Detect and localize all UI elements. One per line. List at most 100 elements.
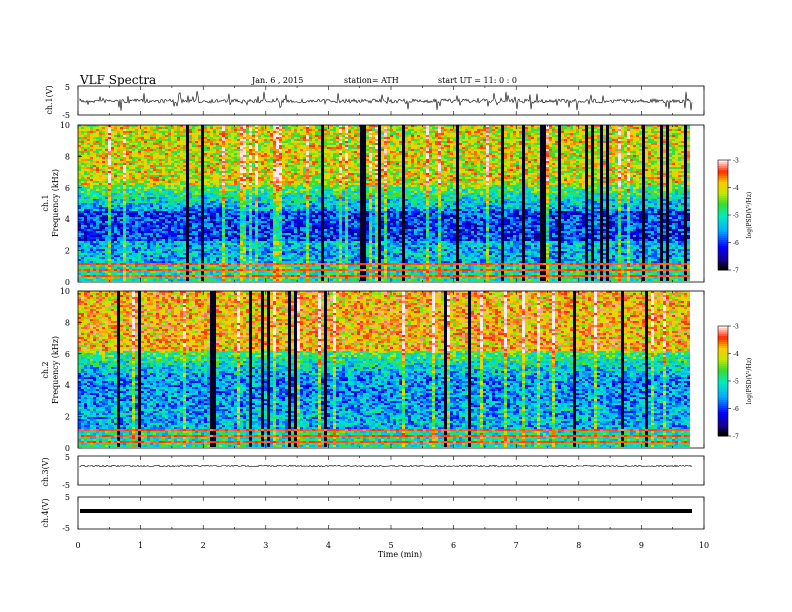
spectrogram-cell [420,157,423,159]
spectrogram-cell [414,147,417,149]
spectrogram-cell [93,141,96,143]
spectrogram-cell [510,169,513,171]
spectrogram-cell [291,169,294,171]
spectrogram-cell [135,173,138,175]
spectrogram-cell [396,145,399,147]
spectrogram-cell [204,151,207,153]
spectrogram-cell [627,145,630,147]
spectrogram-cell [495,149,498,151]
spectrogram-cell [456,149,459,151]
spectrogram-cell [393,161,396,163]
spectrogram-cell [636,163,639,165]
spectrogram-cell [189,137,192,139]
spectrogram-cell [324,147,327,149]
spectrogram-cell [435,155,438,157]
spectrogram-cell [672,147,675,149]
spectrogram-cell [414,159,417,161]
spectrogram-cell [153,145,156,147]
spectrogram-cell [588,157,591,159]
spectrogram-cell [534,127,537,129]
spectrogram-cell [507,129,510,131]
spectrogram-cell [525,167,528,169]
spectrogram-cell [315,145,318,147]
spectrogram-cell [621,145,624,147]
spectrogram-cell [222,169,225,171]
spectrogram-cell [339,145,342,147]
spectrogram-cell [330,145,333,147]
spectrogram-cell [423,127,426,129]
spectrogram-cell [201,153,204,155]
spectrogram-cell [300,147,303,149]
spectrogram-cell [306,163,309,165]
spectrogram-cell [225,153,228,155]
spectrogram-cell [354,143,357,145]
spectrogram-cell [462,171,465,173]
spectrogram-cell [192,137,195,139]
spectrogram-cell [117,165,120,167]
spectrogram-cell [171,151,174,153]
spectrogram-cell [459,161,462,163]
spectrogram-cell [411,127,414,129]
spectrogram-cell [594,127,597,129]
spectrogram-cell [420,151,423,153]
spectrogram-cell [387,129,390,131]
spectrogram-cell [189,149,192,151]
spectrogram-cell [438,171,441,173]
spectrogram-cell [594,131,597,133]
spectrogram-cell [255,143,258,145]
spectrogram-cell [591,159,594,161]
spectrogram-cell [675,151,678,153]
spectrogram-cell [510,129,513,131]
spectrogram-cell [102,157,105,159]
spectrogram-cell [531,131,534,133]
spectrogram-cell [417,157,420,159]
spectrogram-cell [339,167,342,169]
spectrogram-cell [465,147,468,149]
spectrogram-cell [441,155,444,157]
spectrogram-cell [525,133,528,135]
spectrogram-cell [612,157,615,159]
spectrogram-cell [285,161,288,163]
spectrogram-cell [525,141,528,143]
spectrogram-cell [456,125,459,127]
spectrogram-cell [594,155,597,157]
spectrogram-cell [195,125,198,127]
spectrogram-cell [120,151,123,153]
spectrogram-cell [117,149,120,151]
spectrogram-cell [174,151,177,153]
spectrogram-cell [414,143,417,145]
spectrogram-cell [531,153,534,155]
spectrogram-cell [321,129,324,131]
spectrogram-cell [423,163,426,165]
spectrogram-cell [123,139,126,141]
spectrogram-cell [639,167,642,169]
spectrogram-cell [600,131,603,133]
spectrogram-cell [609,147,612,149]
spectrogram-cell [333,167,336,169]
spectrogram-cell [168,171,171,173]
spectrogram-cell [396,129,399,131]
spectrogram-cell [411,133,414,135]
spectrogram-cell [654,127,657,129]
spectrogram-cell [486,171,489,173]
spectrogram-cell [528,131,531,133]
spectrogram-cell [531,149,534,151]
spectrogram-cell [270,169,273,171]
spectrogram-cell [246,161,249,163]
spectrogram-cell [444,171,447,173]
spectrogram-cell [504,133,507,135]
spectrogram-cell [123,161,126,163]
spectrogram-cell [87,163,90,165]
spectrogram-cell [621,149,624,151]
spectrogram-cell [126,153,129,155]
spectrogram-cell [609,125,612,127]
spectrogram-cell [261,143,264,145]
spectrogram-cell [486,151,489,153]
spectrogram-cell [339,125,342,127]
spectrogram-cell [567,159,570,161]
spectrogram-cell [489,171,492,173]
spectrogram-cell [138,171,141,173]
spectrogram-cell [237,171,240,173]
spectrogram-cell [156,161,159,163]
spectrogram-cell [288,135,291,137]
